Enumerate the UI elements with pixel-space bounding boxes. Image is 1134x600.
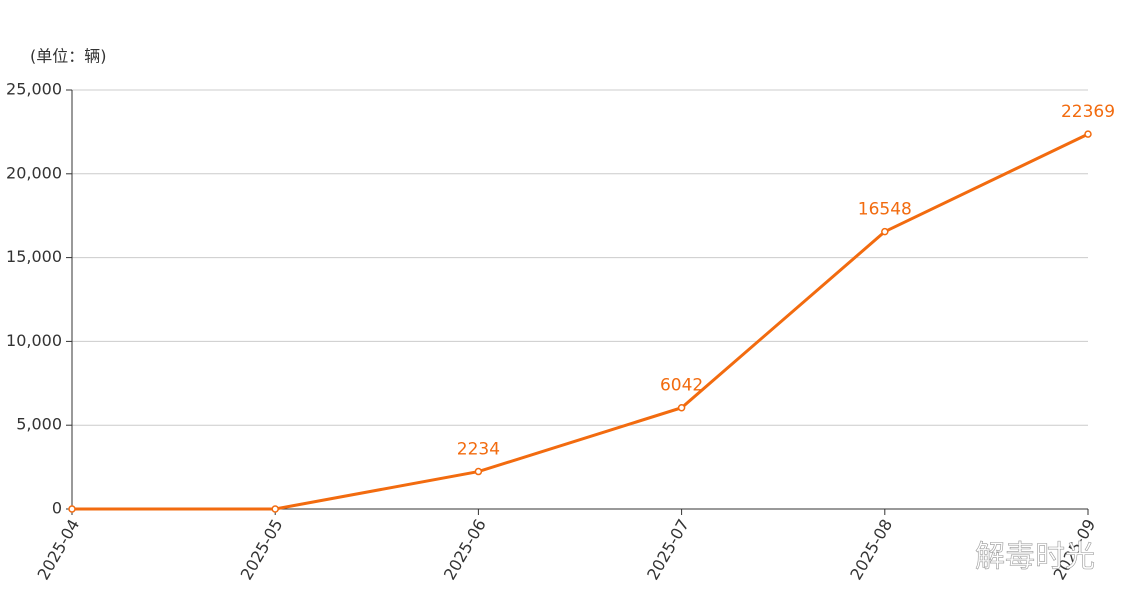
point xyxy=(677,403,686,412)
point xyxy=(881,227,889,236)
y-tick-label: 0 xyxy=(52,499,62,518)
point xyxy=(1084,130,1092,138)
x-tick-label: 2025-08 xyxy=(846,516,896,583)
x-tick-label: 2025-05 xyxy=(237,516,287,583)
point xyxy=(271,505,279,513)
y-tick-label: 5,000 xyxy=(16,415,62,434)
line xyxy=(72,132,1089,511)
x-tick-label: 2025-07 xyxy=(643,516,693,583)
x-tick-label: 2025-06 xyxy=(440,516,490,583)
y-tick-label: 10,000 xyxy=(6,331,62,350)
data-label: 16548 xyxy=(858,200,912,220)
data-label: 2234 xyxy=(457,440,500,460)
axis-unit-label: (单位：辆) xyxy=(30,47,107,66)
point xyxy=(474,467,483,476)
watermark: 解毒时光 xyxy=(975,540,1095,575)
y-tick-label: 20,000 xyxy=(6,163,62,182)
data-label: 22369 xyxy=(1061,102,1115,122)
x-tick-label: 2025-04 xyxy=(33,516,83,583)
y-tick-label: 15,000 xyxy=(6,247,62,266)
point xyxy=(68,505,76,513)
y-tick-label: 25,000 xyxy=(6,80,62,99)
data-label: 6042 xyxy=(660,376,703,396)
